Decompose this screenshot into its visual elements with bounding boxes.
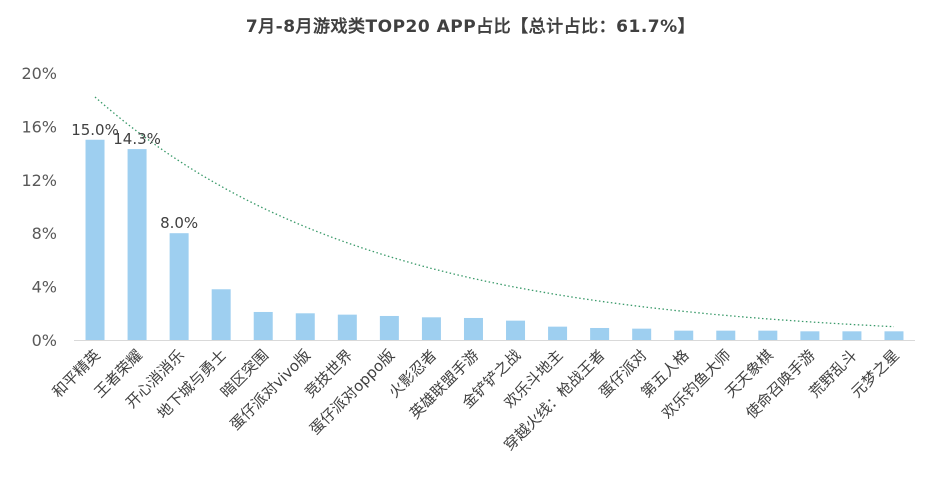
y-tick-label: 12% <box>21 171 57 190</box>
chart-title: 7月-8月游戏类TOP20 APP占比【总计占比：61.7%】 <box>245 17 696 37</box>
y-tick-label: 0% <box>32 331 57 350</box>
y-tick-label: 20% <box>21 64 57 83</box>
y-tick-label: 4% <box>32 278 57 297</box>
bar <box>506 320 526 340</box>
data-label: 8.0% <box>160 214 198 232</box>
bar <box>884 331 904 340</box>
bar <box>85 139 105 340</box>
bar <box>842 331 862 340</box>
bar <box>169 233 189 340</box>
bar <box>674 330 694 340</box>
bar <box>548 326 568 340</box>
y-tick-label: 16% <box>21 117 57 136</box>
bar <box>632 328 652 340</box>
bar <box>716 330 736 340</box>
bar <box>590 327 610 340</box>
bar <box>379 315 399 340</box>
y-tick-label: 8% <box>32 224 57 243</box>
bar <box>127 149 147 340</box>
bar <box>211 289 231 340</box>
bar <box>253 311 273 340</box>
bar <box>758 330 778 340</box>
data-label: 14.3% <box>113 130 161 148</box>
bar <box>800 331 820 340</box>
bar <box>421 317 441 340</box>
bar <box>463 317 483 340</box>
data-label: 15.0% <box>71 121 119 139</box>
bar <box>295 313 315 340</box>
bar <box>337 314 357 340</box>
